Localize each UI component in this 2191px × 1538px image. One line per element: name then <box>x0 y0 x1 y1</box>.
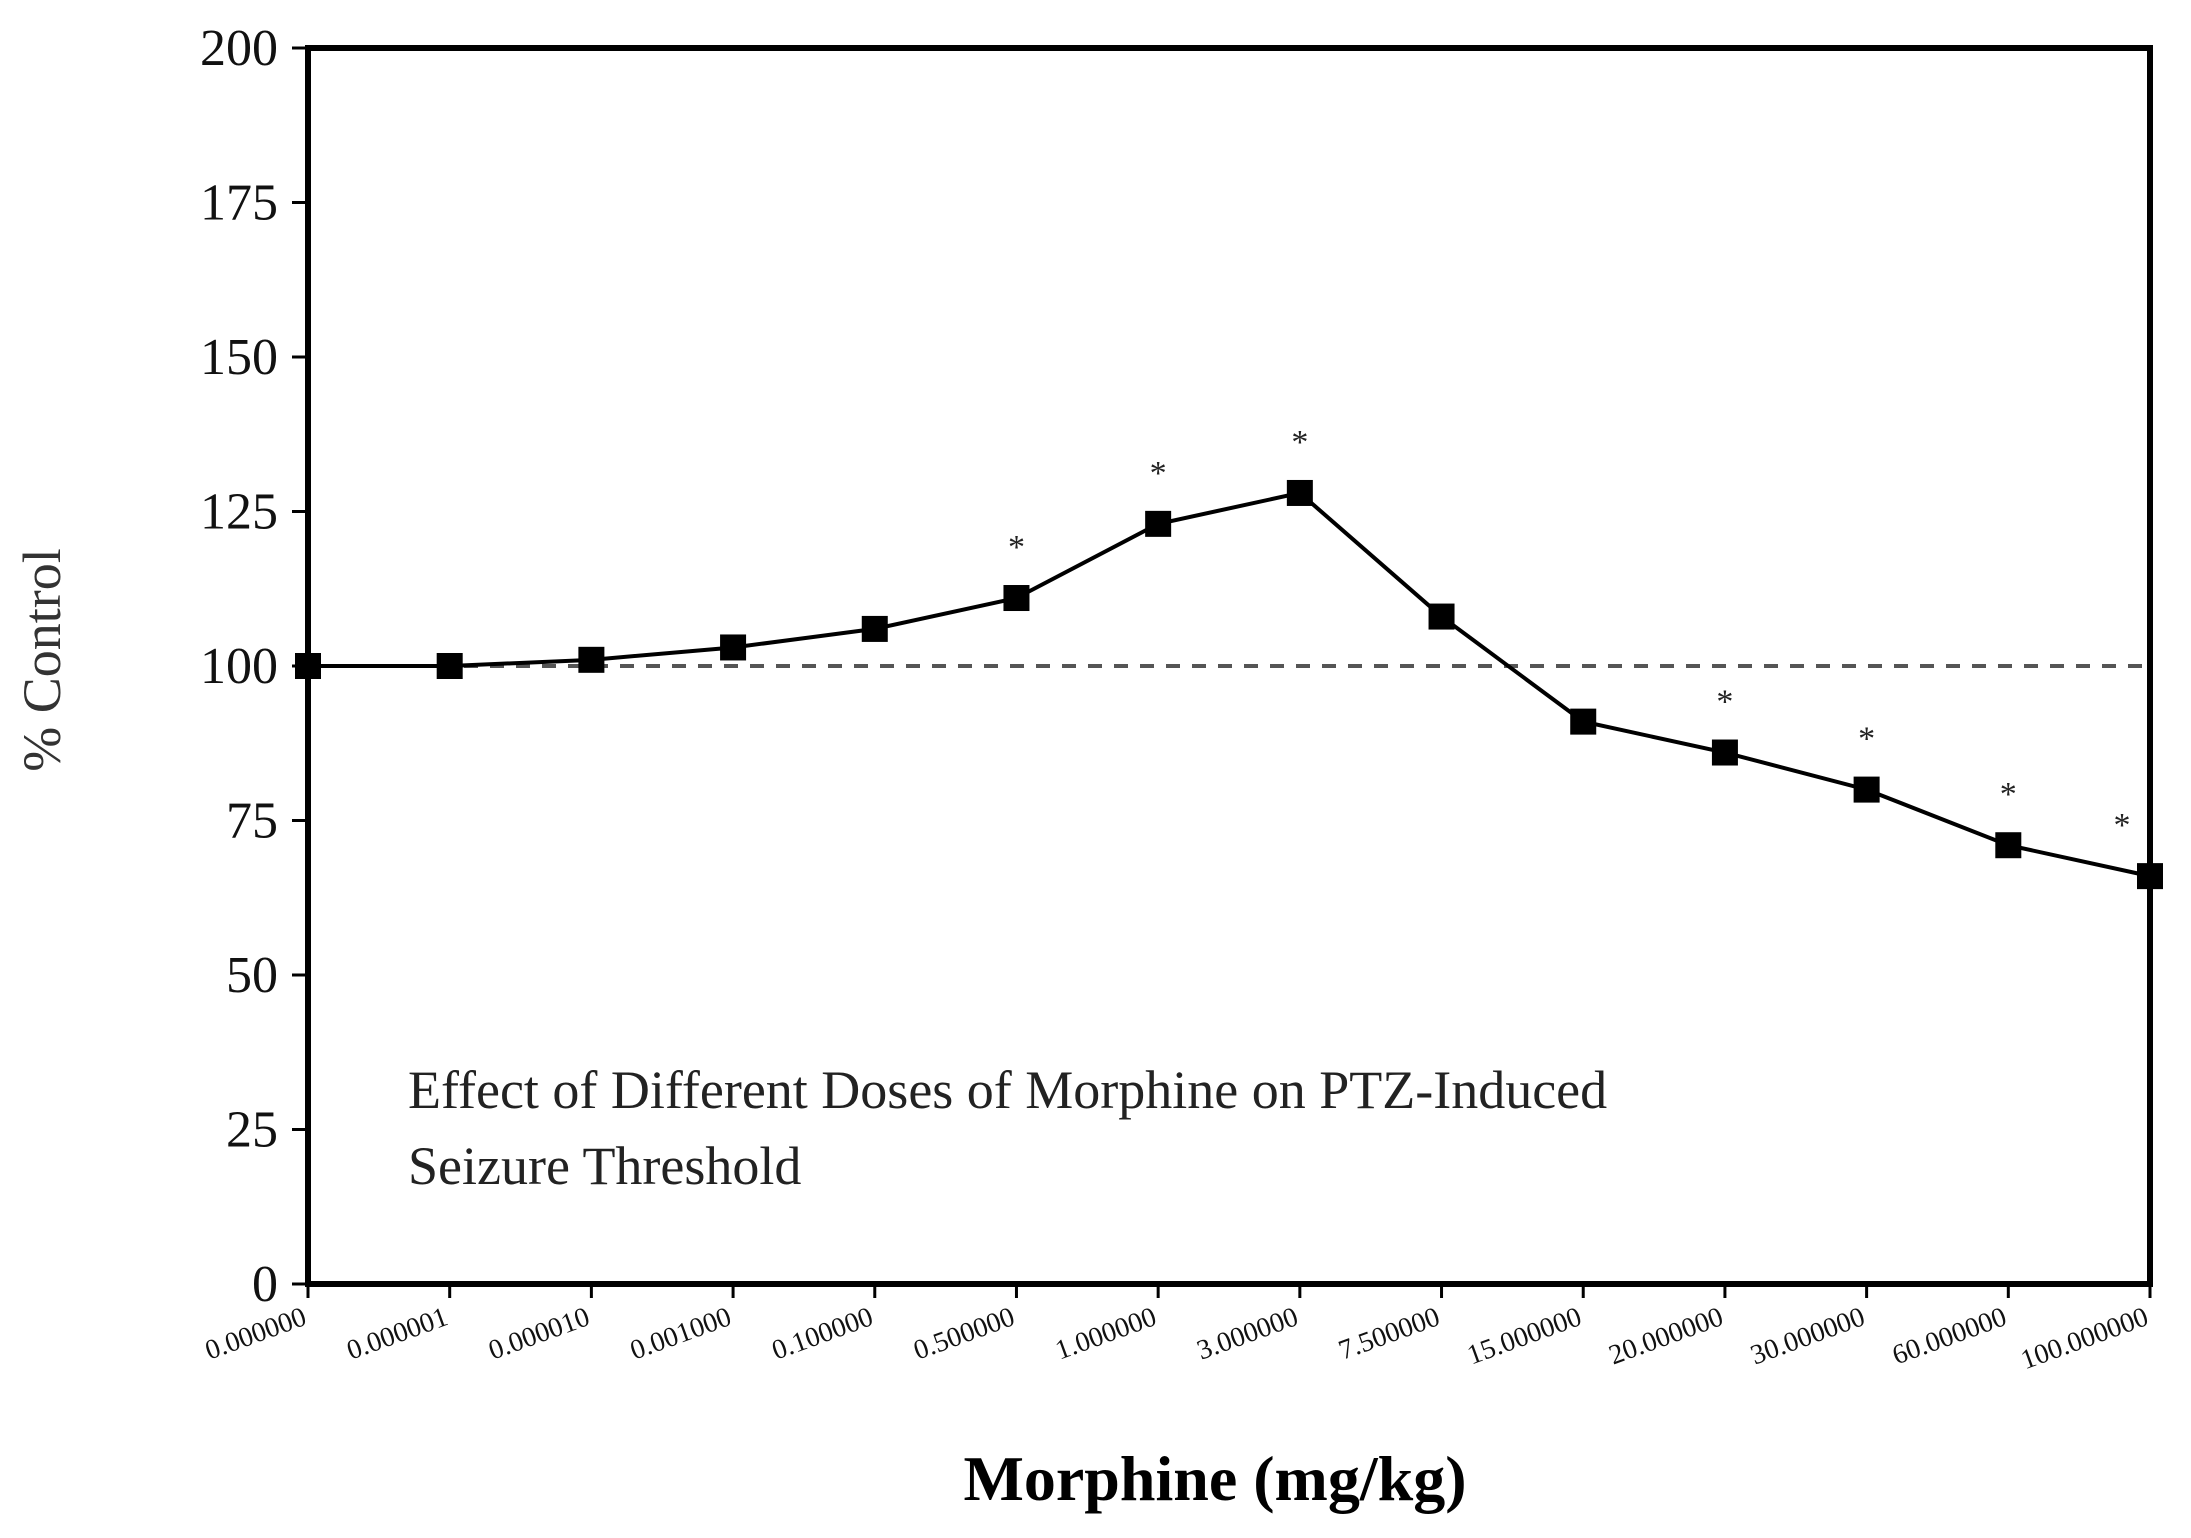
y-tick-label: 75 <box>226 793 278 850</box>
data-point <box>1711 739 1738 766</box>
x-tick-label: 30.000000 <box>1747 1301 1869 1371</box>
significance-star: * <box>1008 529 1025 566</box>
data-point <box>1570 708 1597 735</box>
series-line-morphine <box>308 490 2151 879</box>
data-point <box>436 653 463 679</box>
x-tick-label: 3.000000 <box>1193 1301 1302 1366</box>
data-point <box>1428 603 1455 630</box>
y-tick-label: 200 <box>200 20 278 77</box>
series-markers <box>295 479 2163 890</box>
y-axis-ticks: 0 25 50 75 100 125 150 175 200 <box>200 20 308 1313</box>
data-point <box>720 634 747 661</box>
y-tick-label: 125 <box>200 484 278 541</box>
chart-title-line-2: Seizure Threshold <box>408 1136 801 1196</box>
x-axis-label: Morphine (mg/kg) <box>963 1443 1466 1514</box>
y-tick-label: 100 <box>200 638 278 695</box>
y-tick-label: 0 <box>252 1256 278 1313</box>
x-tick-label: 1.000000 <box>1051 1301 1160 1366</box>
significance-star: * <box>2000 776 2017 813</box>
x-tick-label: 20.000000 <box>1605 1301 1727 1371</box>
significance-markers: * * * * * * * <box>1008 424 2131 844</box>
x-tick-label: 100.000000 <box>2017 1301 2153 1376</box>
x-tick-label: 0.500000 <box>910 1301 1019 1366</box>
significance-star: * <box>1150 455 1167 492</box>
data-point <box>578 646 605 673</box>
x-tick-label: 7.500000 <box>1335 1301 1444 1366</box>
x-tick-label: 15.000000 <box>1463 1301 1585 1371</box>
significance-star: * <box>1291 424 1308 461</box>
y-tick-label: 150 <box>200 329 278 386</box>
data-point <box>1995 832 2022 859</box>
x-tick-label: 0.000010 <box>485 1301 594 1366</box>
significance-star: * <box>1858 721 1875 758</box>
y-tick-label: 175 <box>200 175 278 232</box>
x-tick-label: 0.000001 <box>343 1301 452 1366</box>
x-tick-label: 60.000000 <box>1888 1301 2010 1371</box>
x-axis-ticks: 0.000000 0.000001 0.000010 0.001000 0.100000… <box>201 1284 2152 1376</box>
data-point <box>1853 776 1880 803</box>
data-point <box>1145 510 1172 537</box>
x-tick-label: 0.001000 <box>626 1301 735 1366</box>
data-point <box>861 615 888 642</box>
plot-frame <box>305 45 2153 1287</box>
y-axis-label: % Control <box>12 548 72 772</box>
data-point <box>1286 479 1313 506</box>
x-tick-label: 0.100000 <box>768 1301 877 1366</box>
significance-star: * <box>2114 807 2131 844</box>
data-point <box>1003 585 1030 612</box>
chart-title-line-1: Effect of Different Doses of Morphine on… <box>408 1060 1607 1120</box>
significance-star: * <box>1716 684 1733 721</box>
y-tick-label: 50 <box>226 947 278 1004</box>
y-tick-label: 25 <box>226 1102 278 1159</box>
